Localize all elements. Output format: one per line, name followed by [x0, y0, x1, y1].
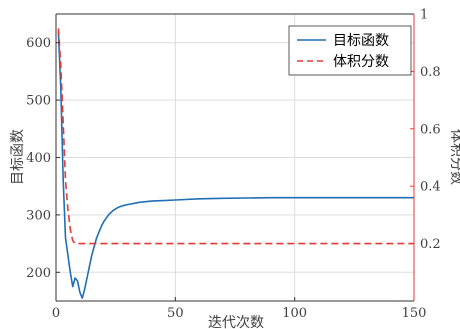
y-right-tick-label: 0.8	[420, 65, 441, 80]
y-axis-left-label: 目标函数	[10, 129, 26, 185]
x-tick-label: 50	[167, 306, 184, 321]
axes	[55, 13, 415, 302]
series-objective-line	[57, 31, 414, 299]
series-layer	[57, 28, 414, 299]
series-volume-fraction-line	[57, 28, 414, 245]
x-tick-label: 150	[402, 306, 427, 321]
y-left-tick-label: 400	[26, 151, 51, 166]
y-right-tick-label: 0.2	[420, 237, 441, 252]
y-left-tick-label: 200	[26, 266, 51, 281]
legend: 目标函数 体积分数	[288, 25, 412, 76]
y-right-tick-label: 1	[420, 8, 428, 23]
y-axis-right-label: 体积分数	[448, 129, 460, 185]
x-tick-label: 100	[282, 306, 307, 321]
legend-label-volume: 体积分数	[333, 54, 389, 70]
y-left-tick-label: 300	[26, 208, 51, 223]
y-right-tick-label: 0.6	[420, 122, 441, 137]
legend-box	[288, 25, 412, 76]
x-axis-label: 迭代次数	[208, 315, 264, 329]
legend-label-objective: 目标函数	[333, 33, 389, 49]
y-left-tick-label: 500	[26, 94, 51, 109]
x-tick-label: 0	[52, 306, 60, 321]
tick-labels: 0 50 100 150 200 300 400 500 600 0.2 0.4 0.6 0.8 1	[26, 8, 441, 322]
y-left-tick-label: 600	[26, 36, 51, 51]
y-right-tick-label: 0.4	[420, 180, 441, 195]
